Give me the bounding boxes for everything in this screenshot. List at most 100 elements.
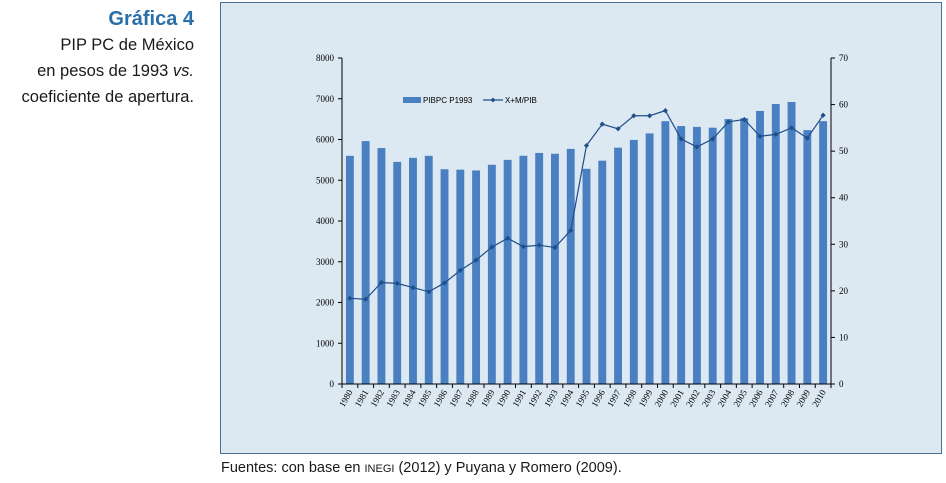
caption-vs: vs. <box>172 62 194 80</box>
chart-panel: 0 1000 2000 3000 4000 5000 6000 7000 8000 0 10 20 30… <box>220 2 942 454</box>
bar-1995 <box>582 168 591 384</box>
line-point-1996 <box>599 121 605 127</box>
right-tick-label: 70 <box>839 53 849 63</box>
source-suffix: (2012) y Puyana y Romero (2009). <box>394 460 622 476</box>
x-tick-label: 1984 <box>400 388 418 409</box>
line-point-2007 <box>773 131 779 137</box>
caption-line-3: coeficiente de apertura. <box>21 88 194 106</box>
line-point-1988 <box>473 257 479 263</box>
bar-1987 <box>456 169 465 384</box>
line-point-1993 <box>552 244 558 251</box>
right-tick-label: 10 <box>839 332 849 342</box>
caption-line-2: en pesos de 1993 vs. <box>0 58 194 84</box>
left-tick-label: 6000 <box>316 135 335 145</box>
line-point-1990 <box>505 235 511 241</box>
line-point-1994 <box>568 227 574 233</box>
right-tick-label: 0 <box>839 379 844 389</box>
line-point-1991 <box>520 244 527 250</box>
x-tick-label: 2002 <box>684 388 702 409</box>
line-point-2003 <box>710 136 716 142</box>
x-tick-label: 1985 <box>416 388 434 409</box>
bar-2007 <box>771 104 780 385</box>
bar-1992 <box>535 152 544 384</box>
x-tick-label: 2000 <box>652 388 670 409</box>
line-point-2006 <box>757 133 763 139</box>
x-tick-label: 2001 <box>668 388 686 409</box>
bar-2008 <box>787 102 796 384</box>
line-point-1998 <box>631 113 637 119</box>
right-tick-label: 50 <box>839 146 849 156</box>
line-point-2010 <box>820 112 826 118</box>
legend-label-line: X+M/PIB <box>505 96 537 105</box>
bar-2000 <box>661 121 670 384</box>
left-tick-label: 1000 <box>316 338 335 348</box>
x-tick-label: 2005 <box>731 388 749 409</box>
line-point-1982 <box>378 279 385 286</box>
left-tick-label: 0 <box>330 379 335 389</box>
x-tick-label: 1991 <box>510 388 528 409</box>
legend-label-bar: PIBPC P1993 <box>423 96 473 105</box>
bar-1984 <box>409 157 417 384</box>
left-tick-label: 3000 <box>316 257 335 267</box>
left-tick-label: 7000 <box>316 94 335 104</box>
line-point-2000 <box>662 108 668 114</box>
line-point-1997 <box>615 126 621 132</box>
bar-1997 <box>614 147 622 384</box>
x-tick-label: 1999 <box>637 388 655 409</box>
line-point-1999 <box>646 113 653 119</box>
x-tick-label: 2007 <box>763 388 781 409</box>
bar-1994 <box>566 148 575 384</box>
x-tick-label: 1989 <box>479 388 497 409</box>
right-tick-label: 40 <box>839 193 849 203</box>
line-point-1987 <box>457 267 463 273</box>
right-tick-label: 60 <box>839 100 849 110</box>
chart-caption: Gráfica 4 PIP PC de México en pesos de 1… <box>0 6 194 110</box>
line-point-2004 <box>725 119 732 125</box>
x-tick-label: 1990 <box>495 388 513 409</box>
caption-title: Gráfica 4 <box>108 8 194 30</box>
line-point-1980 <box>347 295 353 301</box>
x-tick-label: 2008 <box>779 388 797 409</box>
source-org: INEGI <box>364 463 395 475</box>
line-point-1985 <box>426 289 432 295</box>
bar-1985 <box>424 155 433 384</box>
x-tick-label: 2003 <box>700 388 718 409</box>
bar-1980 <box>345 155 354 384</box>
caption-line-2-text: en pesos de 1993 vs. <box>37 62 194 80</box>
left-tick-label: 2000 <box>316 298 335 308</box>
line-point-2009 <box>804 135 810 141</box>
line-point-1992 <box>536 242 542 248</box>
x-tick-label: 1983 <box>384 388 402 409</box>
x-tick-label: 1994 <box>558 388 576 409</box>
bar-1996 <box>598 160 607 384</box>
bar-2009 <box>803 130 812 384</box>
bar-2002 <box>692 126 701 385</box>
line-point-2002 <box>694 144 700 150</box>
bar-1990 <box>503 159 512 384</box>
x-tick-label: 1981 <box>353 388 371 409</box>
bar-1983 <box>393 161 402 384</box>
left-tick-label: 4000 <box>316 216 335 226</box>
legend-line-marker <box>490 97 496 103</box>
x-tick-label: 2004 <box>716 388 734 409</box>
bar-1993 <box>551 153 559 384</box>
x-tick-label: 2006 <box>747 388 765 409</box>
bar-2006 <box>756 110 764 384</box>
right-tick-label: 20 <box>839 286 849 296</box>
bar-1991 <box>519 155 528 384</box>
source-prefix: Fuentes: con base en <box>221 460 365 476</box>
x-tick-label: 1992 <box>526 388 544 409</box>
left-tick-label: 8000 <box>316 53 335 63</box>
line-point-2001 <box>678 136 684 142</box>
line-point-1995 <box>583 142 590 149</box>
bar-2005 <box>740 118 749 384</box>
bar-1988 <box>472 170 481 384</box>
bar-1999 <box>645 133 654 384</box>
chart-svg: 0 1000 2000 3000 4000 5000 6000 7000 8000 0 10 20 30… <box>316 53 849 409</box>
x-tick-label: 1998 <box>621 388 639 409</box>
bar-2003 <box>708 127 717 385</box>
bar-2010 <box>819 121 828 384</box>
bar-2004 <box>724 119 733 384</box>
right-tick-label: 30 <box>839 239 849 249</box>
x-tick-label: 1988 <box>463 388 481 409</box>
